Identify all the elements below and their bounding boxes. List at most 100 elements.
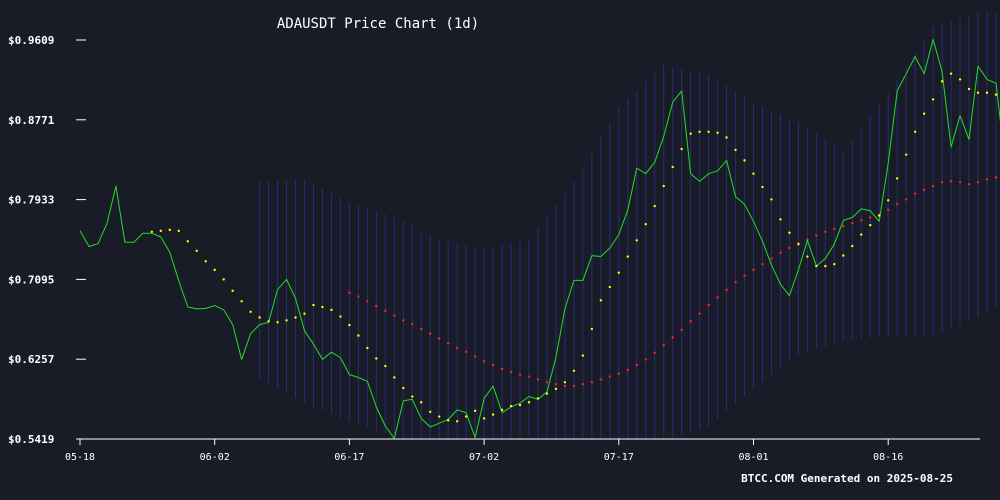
- sar-point-66: [743, 159, 746, 162]
- sar-point-71: [788, 231, 791, 234]
- sar-point-58: [671, 165, 674, 169]
- ma-point-64: [922, 188, 926, 192]
- axis-layer: $0.5419 $0.6257 $0.7095 $0.7933 $0.8771 $0.96…: [8, 34, 980, 463]
- ma-point-0: [348, 291, 351, 294]
- sar-point-32: [438, 415, 441, 418]
- sar-point-50: [599, 299, 603, 302]
- sar-point-33: [446, 419, 450, 422]
- sar-point-30: [420, 401, 423, 404]
- sar-point-45: [554, 387, 558, 391]
- ma-point-46: [761, 262, 764, 266]
- chart-title: ADAUSDT Price Chart (1d): [277, 16, 479, 32]
- sar-point-8: [222, 278, 225, 281]
- x-tick-label-4: 07-17: [604, 452, 634, 463]
- sar-point-54: [635, 239, 638, 242]
- sar-point-81: [878, 214, 881, 217]
- sar-point-88: [940, 80, 944, 83]
- x-tick-label-2: 06-17: [334, 452, 364, 463]
- ma-point-58: [869, 216, 872, 219]
- ma-point-5: [393, 314, 396, 317]
- x-tick-label-6: 08-16: [873, 452, 903, 463]
- sar-point-3: [177, 229, 180, 233]
- sar-point-56: [653, 204, 656, 208]
- ma-point-20: [527, 375, 531, 378]
- ma-point-45: [752, 268, 755, 272]
- ma-point-30: [617, 372, 620, 375]
- sar-point-59: [680, 147, 683, 151]
- ma-point-16: [491, 363, 495, 367]
- ma-point-49: [788, 246, 791, 250]
- sar-point-27: [393, 376, 396, 379]
- sar-point-10: [240, 300, 243, 303]
- sar-point-36: [473, 409, 477, 413]
- ma-point-28: [599, 378, 603, 381]
- sar-point-41: [518, 403, 522, 407]
- y-tick-label-1: $0.6257: [8, 353, 54, 366]
- ma-point-52: [815, 234, 818, 237]
- ma-point-41: [716, 296, 719, 299]
- y-tick-label-4: $0.8771: [8, 114, 55, 127]
- sar-point-75: [824, 264, 827, 268]
- sar-point-24: [366, 346, 369, 350]
- ma-point-35: [662, 343, 665, 347]
- ma-point-31: [626, 368, 629, 372]
- sar-point-68: [761, 185, 764, 189]
- sar-point-90: [958, 78, 962, 81]
- sar-point-14: [276, 321, 279, 324]
- ma-point-27: [590, 381, 594, 384]
- ma-point-11: [446, 342, 450, 345]
- sar-point-44: [545, 392, 549, 395]
- ma-point-18: [509, 370, 513, 373]
- sar-point-83: [895, 177, 899, 180]
- ma-point-54: [833, 227, 836, 231]
- sar-point-94: [994, 93, 998, 96]
- sar-point-1: [159, 229, 163, 233]
- ma-point-65: [931, 184, 935, 188]
- sar-point-61: [698, 130, 701, 133]
- ma-point-10: [438, 337, 441, 340]
- ma-point-38: [689, 320, 692, 323]
- ma-point-32: [635, 363, 638, 367]
- ma-point-3: [375, 304, 378, 308]
- moving-average-layer: [348, 176, 998, 388]
- ma-point-62: [904, 198, 908, 201]
- sar-point-74: [815, 264, 818, 268]
- sar-point-86: [922, 112, 926, 115]
- sar-point-48: [581, 354, 585, 357]
- ma-point-71: [985, 178, 989, 181]
- ma-point-37: [680, 328, 683, 332]
- sar-point-46: [563, 381, 567, 384]
- sar-point-19: [321, 305, 324, 309]
- ma-point-29: [608, 375, 612, 378]
- sar-point-9: [231, 289, 234, 293]
- ma-point-4: [384, 309, 387, 313]
- sar-point-76: [833, 262, 836, 266]
- ma-point-34: [653, 351, 656, 354]
- sar-point-55: [644, 222, 647, 226]
- sar-point-35: [464, 415, 468, 418]
- ma-point-60: [887, 208, 890, 212]
- chart-footer: BTCC.COM Generated on 2025-08-25: [741, 472, 953, 485]
- sar-point-13: [267, 320, 270, 323]
- ma-point-9: [429, 332, 432, 335]
- sar-point-60: [689, 132, 692, 135]
- sar-point-17: [303, 312, 306, 315]
- sar-point-63: [716, 131, 719, 134]
- sar-point-26: [384, 364, 387, 368]
- sar-point-28: [402, 386, 405, 390]
- sar-point-52: [617, 271, 620, 274]
- sar-point-31: [429, 410, 432, 413]
- sar-point-84: [904, 153, 908, 156]
- sar-point-89: [949, 72, 953, 75]
- price-line-layer: [79, 38, 1000, 439]
- ma-point-56: [851, 222, 854, 225]
- sar-point-11: [249, 310, 252, 313]
- y-tick-label-3: $0.7933: [8, 194, 54, 207]
- y-tick-label-0: $0.5419: [8, 433, 54, 446]
- sar-point-37: [482, 417, 486, 420]
- ma-point-13: [464, 350, 468, 353]
- sar-point-62: [707, 130, 710, 133]
